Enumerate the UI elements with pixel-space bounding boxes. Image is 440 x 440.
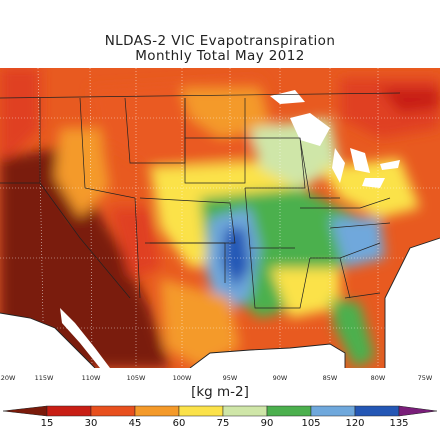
lon-label: 110W: [81, 374, 101, 382]
colorbar-segment: [310, 405, 356, 417]
colorbar-tick-label: 75: [216, 418, 230, 429]
colorbar-upper-extension: [398, 405, 438, 417]
coastline: [0, 237, 440, 368]
map-title-line1: NLDAS-2 VIC Evapotranspiration: [104, 33, 336, 49]
lon-label: 100W: [172, 374, 192, 382]
lon-label: 105W: [126, 374, 146, 382]
colorbar-tick-label: 60: [172, 418, 186, 429]
state-borders: [0, 92, 401, 309]
colorbar-segment: [178, 405, 224, 417]
map-title-line2: Monthly Total May 2012: [135, 48, 305, 64]
colorbar-tick-label: 120: [345, 418, 365, 429]
colorbar-segment: [134, 405, 180, 417]
lon-label: 85W: [322, 374, 338, 382]
units-label: [kg m-2]: [191, 384, 249, 400]
lon-label: 90W: [272, 374, 288, 382]
colorbar-tick-label: 30: [84, 418, 98, 429]
colorbar-tick-label: 45: [128, 418, 142, 429]
lon-label: 95W: [222, 374, 238, 382]
colorbar-tick-label: 105: [301, 418, 321, 429]
colorbar-segment: [222, 405, 268, 417]
lon-label: 115W: [34, 374, 54, 382]
lon-label: 120W: [0, 374, 16, 382]
evapotranspiration-map: [0, 68, 440, 368]
colorbar-tick-label: 15: [40, 418, 54, 429]
lon-label: 75W: [417, 374, 433, 382]
colorbar-tick-label: 135: [389, 418, 409, 429]
colorbar-segment: [266, 405, 312, 417]
colorbar-segment: [354, 405, 400, 417]
colorbar-segment: [90, 405, 136, 417]
data-field: [0, 68, 440, 368]
colorbar: [2, 405, 438, 417]
colorbar-lower-extension: [2, 405, 48, 417]
colorbar-tick-label: 90: [260, 418, 274, 429]
lon-label: 80W: [370, 374, 386, 382]
colorbar-segment: [46, 405, 92, 417]
